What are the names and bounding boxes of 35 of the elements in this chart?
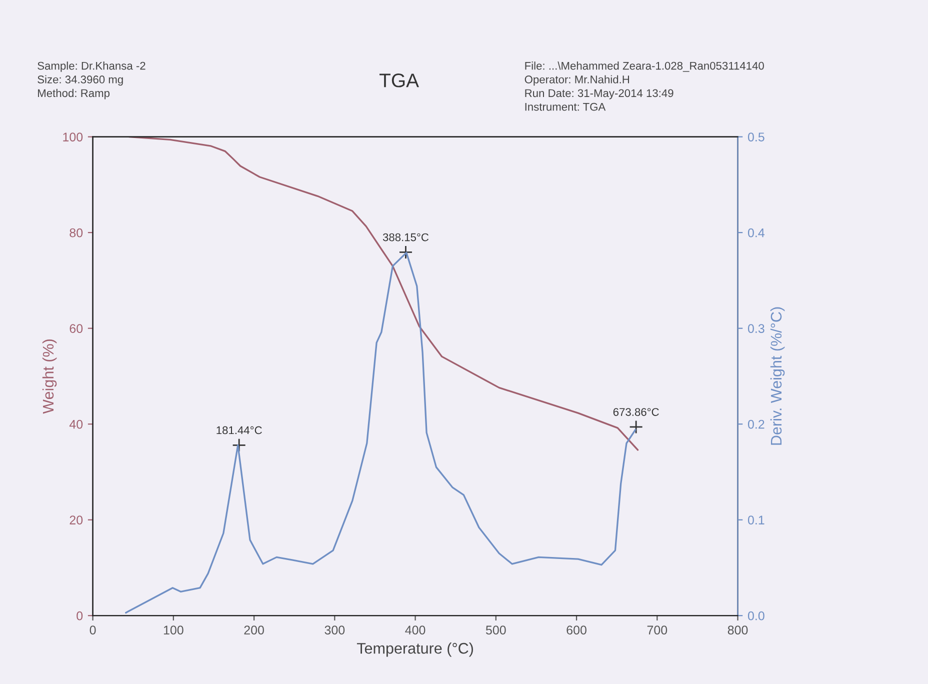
text: Method: Ramp: [38, 88, 110, 100]
x-tick-label: 800: [728, 626, 748, 635]
text: Sample: Dr.Khansa -2: [38, 62, 146, 72]
y2-tick-label: 0.0: [748, 611, 764, 620]
x-tick-label: 700: [647, 626, 668, 635]
text: File: ...\Mehammed Zeara-1.028_Ran053114140: [525, 62, 764, 72]
x-tick-label: 100: [164, 626, 184, 635]
annotation: 673.86°C: [613, 408, 659, 416]
y-tick-label: 60: [70, 324, 83, 333]
chart-title: TGA: [379, 74, 419, 88]
text: Run Date: 31-May-2014 13:49: [525, 89, 674, 100]
annotation: 388.15°C: [382, 233, 429, 242]
x-tick-label: 300: [324, 626, 345, 635]
annotation: 181.44°C: [216, 426, 262, 434]
text: Size: 34.3960 mg: [38, 75, 123, 86]
y2-tick-label: 0.4: [748, 228, 764, 238]
x-tick-label: 200: [244, 626, 264, 635]
text: Operator: Mr.Nahid.H: [524, 75, 630, 86]
x-tick-label: 500: [486, 626, 506, 635]
x-tick-label: 600: [566, 626, 586, 635]
y2-tick-label: 0.3: [748, 324, 764, 333]
text: Instrument: TGA: [525, 102, 606, 111]
x-tick-label: 0: [90, 626, 96, 635]
y-tick-label: 100: [63, 132, 83, 142]
y2-tick-label: 0.5: [748, 132, 764, 142]
y-tick-label: 40: [69, 420, 83, 429]
y2-tick-label: 0.1: [748, 516, 764, 524]
y2-tick-label: 0.2: [748, 420, 764, 429]
y-tick-label: 20: [70, 516, 83, 524]
y-axis-title: Weight (%): [42, 340, 57, 414]
y-tick-label: 80: [70, 228, 83, 238]
y2-axis-title: Deriv. Weight (%/°C): [770, 307, 785, 445]
x-axis-title: Temperature (°C): [356, 642, 473, 657]
x-tick-label: 400: [405, 626, 426, 635]
y-tick-label: 0: [76, 611, 83, 620]
